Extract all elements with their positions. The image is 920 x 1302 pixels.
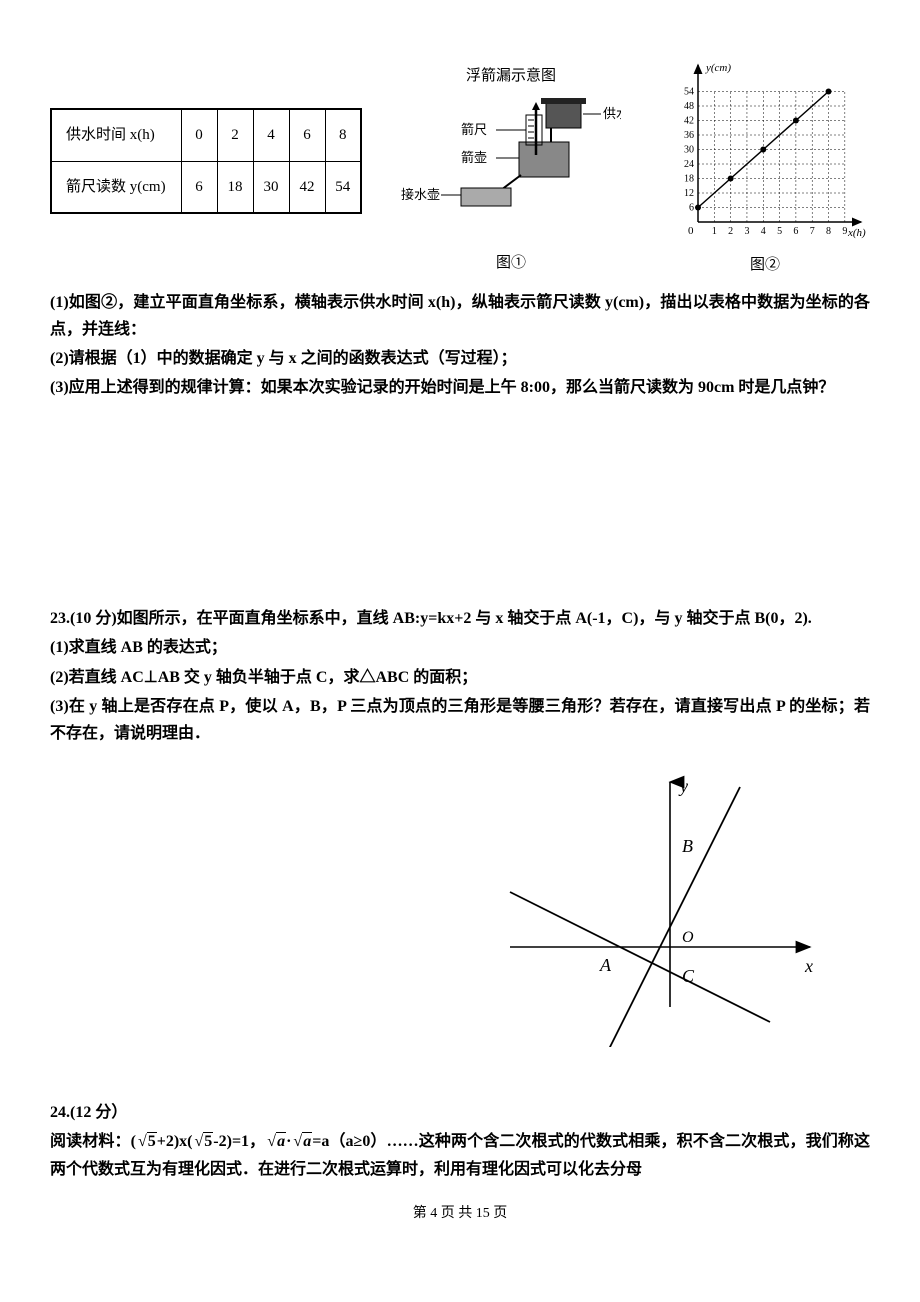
svg-text:0: 0 [688, 225, 694, 237]
svg-text:54: 54 [684, 87, 694, 98]
svg-text:48: 48 [684, 101, 694, 112]
q24-head: 24.(12 分） [50, 1099, 870, 1126]
q-part1: (1)如图②，建立平面直角坐标系，横轴表示供水时间 x(h)，纵轴表示箭尺读数 … [50, 289, 870, 343]
row1-header: 供水时间 x(h) [51, 109, 181, 161]
svg-text:36: 36 [684, 130, 694, 141]
fig1-label: 图① [496, 252, 526, 275]
table-cell: 42 [289, 161, 325, 213]
origin-label: O [682, 929, 694, 946]
q23-head: 23.(10 分)如图所示，在平面直角坐标系中，直线 AB:y=kx+2 与 x… [50, 605, 870, 632]
svg-text:3: 3 [744, 226, 749, 237]
table-cell: 6 [181, 161, 217, 213]
fig2-label: 图② [750, 254, 780, 277]
q23-svg: y x O A B C [490, 767, 830, 1047]
svg-text:x(h): x(h) [847, 227, 866, 239]
axis-y-label: y [678, 776, 688, 796]
apparatus-diagram: 浮箭漏示意图 供水壶 箭尺 [382, 60, 640, 275]
chart-svg: y(cm)x(h)012345678961218243036424854 [660, 60, 870, 250]
q23-figure: y x O A B C [50, 767, 870, 1047]
svg-text:30: 30 [684, 145, 694, 156]
table-cell: 4 [253, 109, 289, 161]
svg-text:7: 7 [810, 226, 815, 237]
point-A-label: A [599, 955, 612, 975]
data-table: 供水时间 x(h) 0 2 4 6 8 箭尺读数 y(cm) 6 18 30 4… [50, 108, 362, 214]
svg-text:6: 6 [793, 226, 798, 237]
label-arrowpot: 箭壶 [461, 150, 487, 165]
axis-x-label: x [804, 956, 813, 976]
q23-part3: (3)在 y 轴上是否存在点 P，使以 A，B，P 三点为顶点的三角形是等腰三角… [50, 693, 870, 747]
row2-header: 箭尺读数 y(cm) [51, 161, 181, 213]
point-B-label: B [682, 836, 693, 856]
label-ruler: 箭尺 [461, 122, 487, 137]
q23-part2: (2)若直线 AC⊥AB 交 y 轴负半轴于点 C，求△ABC 的面积； [50, 664, 870, 691]
table-cell: 6 [289, 109, 325, 161]
svg-text:9: 9 [842, 226, 847, 237]
diagram-title: 浮箭漏示意图 [466, 66, 556, 84]
label-receive: 接水壶 [401, 187, 440, 202]
label-supply: 供水壶 [603, 106, 621, 121]
svg-text:12: 12 [684, 188, 694, 199]
q-part3: (3)应用上述得到的规律计算：如果本次实验记录的开始时间是上午 8:00，那么当… [50, 374, 870, 401]
svg-text:5: 5 [777, 226, 782, 237]
scatter-chart: y(cm)x(h)012345678961218243036424854 图② [660, 60, 870, 277]
svg-text:24: 24 [684, 159, 694, 170]
table-cell: 18 [217, 161, 253, 213]
page-footer: 第 4 页 共 15 页 [50, 1203, 870, 1224]
svg-text:2: 2 [728, 226, 733, 237]
table-cell: 54 [325, 161, 361, 213]
svg-text:8: 8 [826, 226, 831, 237]
table-row: 箭尺读数 y(cm) 6 18 30 42 54 [51, 161, 361, 213]
q23-part1: (1)求直线 AB 的表达式； [50, 634, 870, 661]
q-part2: (2)请根据（1）中的数据确定 y 与 x 之间的函数表达式（写过程）； [50, 345, 870, 372]
q24-body: 阅读材料：(5+2)x(5-2)=1，a·a=a（a≥0）……这种两个含二次根式… [50, 1128, 870, 1182]
svg-text:4: 4 [761, 226, 766, 237]
table-cell: 30 [253, 161, 289, 213]
svg-text:y(cm): y(cm) [705, 62, 731, 74]
svg-text:6: 6 [689, 203, 694, 214]
svg-text:1: 1 [712, 226, 717, 237]
svg-text:42: 42 [684, 116, 694, 127]
table-cell: 0 [181, 109, 217, 161]
table-cell: 2 [217, 109, 253, 161]
top-figure-row: 供水时间 x(h) 0 2 4 6 8 箭尺读数 y(cm) 6 18 30 4… [50, 60, 870, 277]
blank-space-small [50, 1047, 870, 1097]
blank-space [50, 403, 870, 603]
point-C-label: C [682, 966, 695, 986]
svg-text:18: 18 [684, 174, 694, 185]
table-row: 供水时间 x(h) 0 2 4 6 8 [51, 109, 361, 161]
table-cell: 8 [325, 109, 361, 161]
apparatus-svg: 浮箭漏示意图 供水壶 箭尺 [401, 60, 621, 240]
